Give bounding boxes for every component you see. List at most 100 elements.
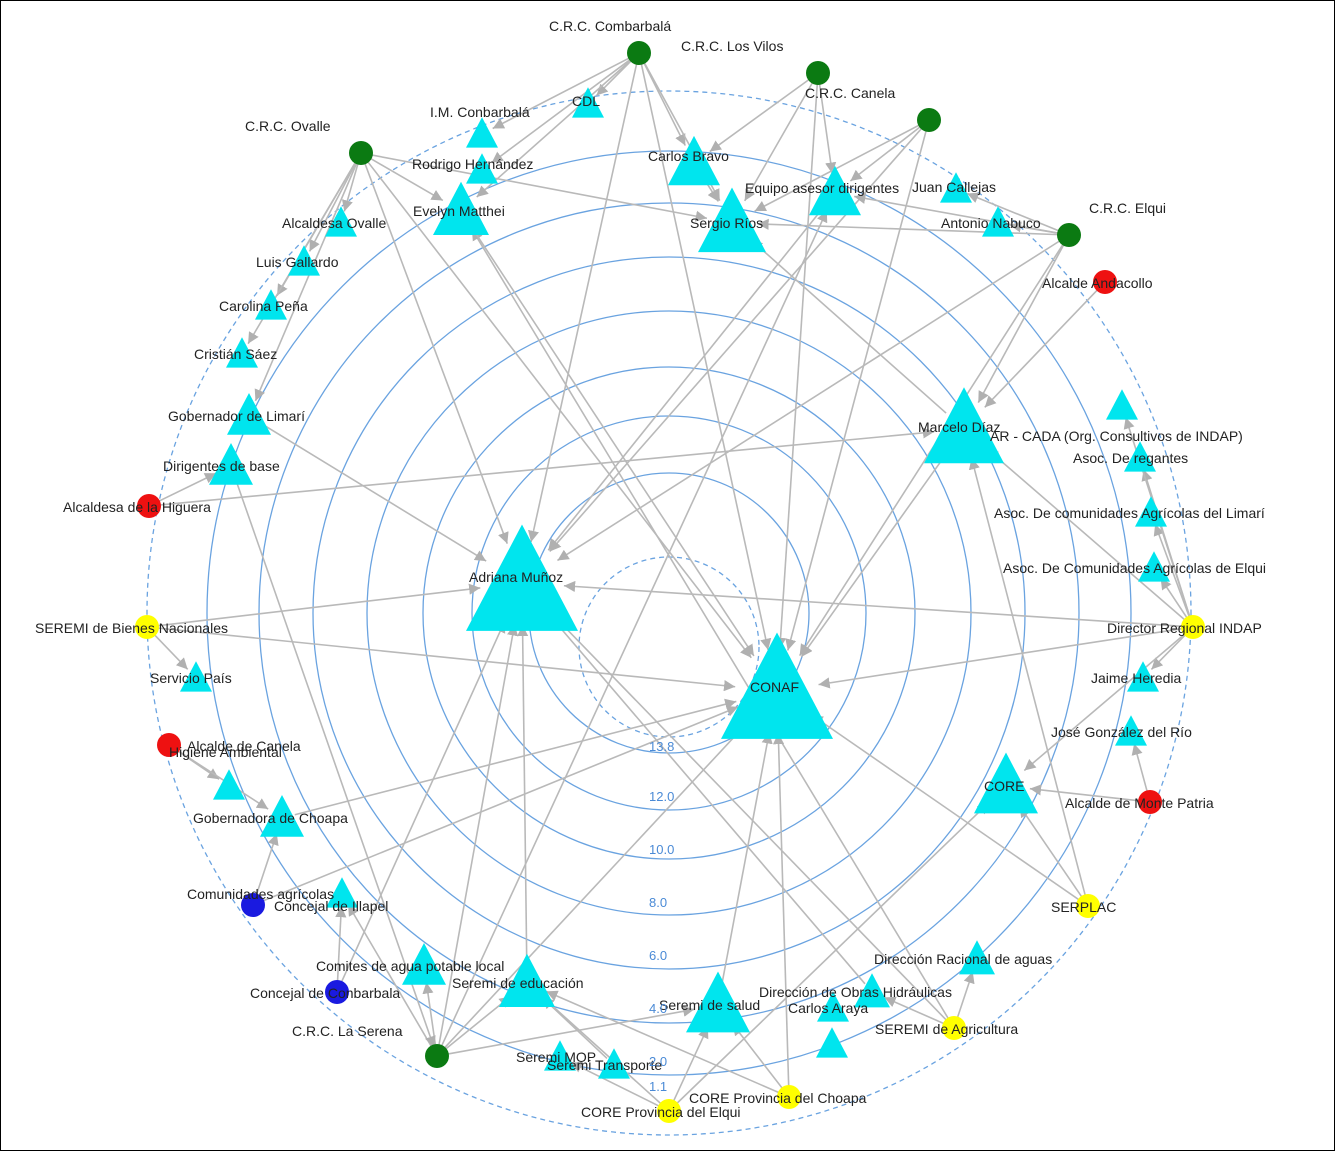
node-alc-montepatria[interactable]: [1138, 790, 1162, 814]
node-alcaldesa-ovalle[interactable]: [325, 206, 357, 237]
node-crc-combarbala[interactable]: [627, 41, 651, 65]
node-core[interactable]: [974, 752, 1038, 814]
edge-seremi-bienes-to-servicio-pais: [151, 631, 189, 670]
node-servicio-pais[interactable]: [180, 661, 212, 692]
node-label-core-elqui: CORE Provincia del Elqui: [581, 1104, 741, 1120]
node-jaime-heredia[interactable]: [1127, 661, 1159, 692]
node-serplac[interactable]: [1076, 894, 1100, 918]
node-cristian-saez[interactable]: [226, 337, 258, 368]
node-asoc-elqui[interactable]: [1138, 551, 1170, 582]
edge-crc-combarbala-to-carlos-bravo: [641, 59, 686, 146]
node-label-dirigentes-base: Dirigentes de base: [163, 458, 280, 474]
node-asoc-regantes[interactable]: [1124, 441, 1156, 472]
node-evelyn-matthei[interactable]: [433, 181, 489, 235]
node-higiene-ambiental[interactable]: [213, 769, 245, 800]
node-dirigentes-base[interactable]: [209, 443, 253, 485]
node-comites-agua[interactable]: [402, 943, 446, 985]
node-cdl[interactable]: [572, 87, 604, 118]
edge-seremi-agri-to-adriana-munoz: [550, 612, 950, 1024]
edges-layer: [151, 55, 1192, 1109]
edge-seremi-agri-to-direccion-racional: [955, 971, 975, 1022]
node-juan-callejas[interactable]: [940, 172, 972, 203]
node-seremi-transporte[interactable]: [598, 1048, 630, 1079]
edge-seremi-bienes-to-adriana-munoz: [154, 583, 481, 627]
node-gobernador-limari[interactable]: [227, 393, 271, 435]
node-core-elqui[interactable]: [657, 1099, 681, 1123]
node-asoc-limari[interactable]: [1135, 496, 1167, 527]
edge-core-choapa-to-seremi-salud: [732, 1023, 786, 1092]
node-marcelo-diaz[interactable]: [924, 387, 1004, 464]
node-antonio-nabuco[interactable]: [982, 206, 1014, 237]
node-label-carolina-pena: Carolina Peña: [219, 298, 308, 314]
node-label-gobernador-limari: Gobernador de Limarí: [168, 408, 305, 424]
node-carlos-araya[interactable]: [817, 991, 849, 1022]
ring-value-label: 10.0: [649, 842, 674, 857]
node-rodrigo-hernandez[interactable]: [466, 153, 498, 184]
edge-core-elqui-to-seremi-educacion: [542, 996, 665, 1107]
node-seremi-educacion[interactable]: [499, 953, 555, 1007]
node-label-im-conbarbala: I.M. Conbarbalá: [430, 104, 530, 120]
node-label-seremi-transporte: Seremi Transporte: [547, 1057, 662, 1073]
edge-dir-indap-to-core: [1023, 631, 1189, 772]
node-alc-higuera[interactable]: [137, 494, 161, 518]
node-label-asoc-elqui: Asoc. De Comunidades Agrícolas de Elqui: [1003, 560, 1266, 576]
edge-seremi-salud-to-conaf: [720, 732, 773, 987]
node-label-direccion-obras: Dirección de Obras Hidráulicas: [759, 984, 952, 1000]
node-sin-nombre-1[interactable]: [816, 1027, 848, 1058]
labels-layer: C.R.C. Combarbalá C.R.C. Los Vilos C.R.C. …: [35, 18, 1266, 1120]
edge-core-elqui-to-seremi-mop: [570, 1061, 663, 1109]
node-label-concejal-illapel: Concejal de Illapel: [274, 898, 388, 914]
edge-gobernadora-choapa-to-conaf: [294, 698, 737, 816]
node-adriana-munoz[interactable]: [466, 524, 578, 631]
edge-crc-losvilos-to-sergio-rios: [743, 78, 816, 202]
node-crc-ovalle[interactable]: [349, 141, 373, 165]
node-direccion-obras[interactable]: [854, 973, 890, 1008]
node-carolina-pena[interactable]: [255, 289, 287, 320]
node-equipo-asesor[interactable]: [809, 165, 861, 216]
node-carlos-bravo[interactable]: [668, 135, 720, 186]
node-label-comunidades-agricolas: Comunidades agrícolas: [187, 886, 334, 902]
ring-value-label: 8.0: [649, 895, 667, 910]
node-label-equipo-asesor: Equipo asesor dirigentes: [745, 180, 899, 196]
ring-value-label: 2.0: [649, 1054, 667, 1069]
node-sergio-rios[interactable]: [698, 187, 766, 253]
node-core-choapa[interactable]: [777, 1085, 801, 1109]
node-comunidades-agricolas[interactable]: [326, 877, 358, 908]
node-seremi-mop[interactable]: [544, 1040, 576, 1071]
node-seremi-agri[interactable]: [942, 1016, 966, 1040]
node-gobernadora-choapa[interactable]: [260, 795, 304, 837]
node-luis-gallardo[interactable]: [288, 245, 320, 276]
node-label-crc-ovalle: C.R.C. Ovalle: [245, 118, 331, 134]
edge-crc-ovalle-to-conaf: [364, 158, 752, 659]
node-crc-losvilos[interactable]: [806, 61, 830, 85]
edge-alc-montepatria-to-core: [1029, 784, 1143, 803]
node-seremi-salud[interactable]: [686, 971, 750, 1033]
edge-dir-indap-to-asoc-elqui: [1159, 577, 1190, 622]
node-concejal-conbarbala[interactable]: [325, 980, 349, 1004]
node-crc-laserena[interactable]: [425, 1044, 449, 1068]
edge-alc-montepatria-to-jose-gonzalez: [1131, 743, 1149, 796]
edge-seremi-agri-to-direccion-obras: [884, 996, 948, 1026]
edge-marcelo-diaz-to-sergio-rios: [750, 239, 947, 414]
node-direccion-racional[interactable]: [959, 940, 995, 975]
edge-crc-laserena-to-equipo-asesor: [439, 210, 828, 1050]
node-alc-canela[interactable]: [157, 733, 181, 757]
node-jose-gonzalez[interactable]: [1115, 715, 1147, 746]
node-crc-canela[interactable]: [917, 108, 941, 132]
node-im-conbarbala[interactable]: [466, 117, 498, 148]
node-crc-elqui[interactable]: [1057, 223, 1081, 247]
node-concejal-illapel[interactable]: [241, 893, 265, 917]
node-label-rodrigo-hernandez: Rodrigo Hernández: [412, 156, 533, 172]
node-alc-andacollo[interactable]: [1093, 270, 1117, 294]
node-ar-cada[interactable]: [1106, 389, 1138, 420]
node-label-core: CORE: [984, 778, 1024, 794]
node-conaf[interactable]: [721, 632, 833, 739]
edge-crc-canela-to-sergio-rios: [754, 122, 923, 212]
edge-dir-indap-to-conaf: [818, 627, 1187, 689]
node-seremi-bienes[interactable]: [135, 615, 159, 639]
edge-crc-laserena-to-adriana-munoz: [437, 624, 519, 1050]
edge-crc-elqui-to-adriana-munoz: [557, 238, 1064, 562]
edge-concejal-conbarbala-to-adriana-munoz: [339, 620, 506, 986]
edge-alc-canela-to-gobernadora-choapa: [174, 748, 269, 810]
node-dir-indap[interactable]: [1181, 615, 1205, 639]
